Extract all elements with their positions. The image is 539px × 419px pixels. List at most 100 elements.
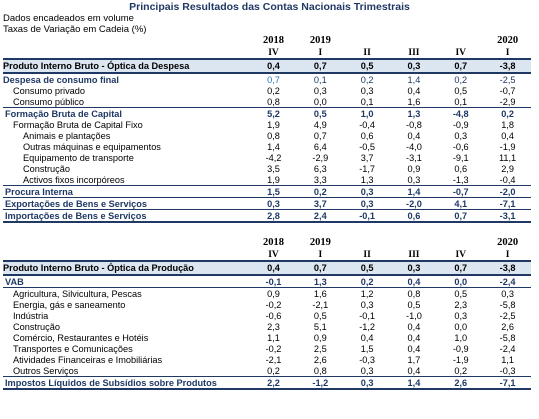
row-value: 2,3 bbox=[454, 299, 468, 310]
row-value: 1,5 bbox=[250, 185, 297, 198]
table-row: Impostos Líquidos de Subsídios sobre Pro… bbox=[3, 376, 531, 390]
row-label: Consumo público bbox=[3, 96, 251, 108]
row-value: 4,1 bbox=[437, 197, 485, 210]
row-value: 0,2 bbox=[267, 85, 280, 96]
row-value: 0,3 bbox=[454, 310, 468, 321]
row-value: -2,9 bbox=[312, 152, 329, 163]
row-value: 0,3 bbox=[360, 85, 374, 96]
row-value: 0,3 bbox=[313, 85, 327, 96]
row-value: 0,4 bbox=[407, 321, 421, 332]
row-value: 0,3 bbox=[501, 288, 514, 299]
row-value: -2,4 bbox=[484, 275, 531, 288]
row-value: 3,7 bbox=[296, 197, 344, 210]
quarter-label: I bbox=[296, 249, 344, 262]
row-value: 0,6 bbox=[454, 163, 468, 174]
row-value: -0,3 bbox=[484, 365, 531, 377]
row-value: 1,3 bbox=[296, 275, 344, 288]
row-value: 3,3 bbox=[296, 174, 344, 186]
row-value: 1,6 bbox=[313, 288, 327, 299]
row-value: 2,6 bbox=[437, 376, 485, 390]
row-value: 0,1 bbox=[437, 96, 485, 108]
subtitle-volume: Dados encadeados em volume bbox=[3, 13, 134, 24]
year-2020: 2020 bbox=[497, 35, 519, 46]
row-value: -9,1 bbox=[452, 152, 469, 163]
row-value: -2,5 bbox=[499, 310, 516, 321]
row-label: Construção bbox=[13, 321, 60, 332]
row-value: -3,1 bbox=[484, 209, 531, 223]
quarter-label: I bbox=[484, 249, 531, 262]
table-row: Equipamento de transporte -4,2 -2,9 3,7 -3,1… bbox=[3, 152, 531, 163]
row-value: 0,3 bbox=[390, 174, 438, 186]
row-value: 0,2 bbox=[296, 185, 344, 198]
table-row: Exportações de Bens e Serviços 0,3 3,7 0,3-… bbox=[3, 197, 531, 210]
row-value: -1,7 bbox=[359, 163, 376, 174]
row-value: 0,2 bbox=[437, 365, 485, 377]
row-value: -7,1 bbox=[484, 197, 531, 210]
row-label: Produto Interno Bruto - Óptica da Produç… bbox=[3, 261, 251, 276]
row-value: 4,9 bbox=[313, 119, 327, 130]
row-value: 0,8 bbox=[407, 288, 421, 299]
row-value: 0,3 bbox=[454, 130, 468, 141]
row-value: -1,9 bbox=[452, 354, 469, 365]
row-value: 0,3 bbox=[343, 197, 391, 210]
row-value: 1,5 bbox=[360, 343, 374, 354]
quarter-label: IV bbox=[250, 47, 297, 60]
report-title: Principais Resultados das Contas Naciona… bbox=[129, 1, 410, 13]
row-value: -2,4 bbox=[499, 343, 516, 354]
quarter-header-row: IV I II III IV I bbox=[3, 47, 531, 60]
table-row: Comércio, Restaurantes e Hotéis 1,1 0,9 0,4… bbox=[3, 332, 531, 343]
row-value: 0,6 bbox=[360, 130, 374, 141]
table-row: Procura Interna 1,5 0,2 0,3 1,4 -0,7 -2,0 bbox=[3, 185, 531, 198]
row-value: 0,4 bbox=[390, 365, 438, 377]
row-value: 0,2 bbox=[437, 72, 485, 85]
row-value: 0,3 bbox=[390, 59, 438, 74]
row-value: 0,4 bbox=[407, 130, 421, 141]
table-row: Agricultura, Silvicultura, Pescas 0,9 1,6 1… bbox=[3, 288, 531, 300]
row-value: 6,4 bbox=[313, 141, 327, 152]
table-row: Transportes e Comunicações -0,2 2,5 1,5 0,4 -… bbox=[3, 343, 531, 354]
table-row: Outras máquinas e equipamentos 1,4 6,4 -0,5… bbox=[3, 141, 531, 152]
table-row: Construção 2,3 5,1 -1,2 0,4 0,0 2,6 bbox=[3, 321, 531, 332]
row-value: -1,9 bbox=[499, 141, 516, 152]
row-value: 5,2 bbox=[267, 108, 280, 119]
row-value: 0,4 bbox=[250, 59, 297, 74]
row-value: -0,6 bbox=[452, 141, 469, 152]
row-value: -1,2 bbox=[359, 321, 376, 332]
row-value: 6,3 bbox=[313, 163, 327, 174]
table-row: Energia, gás e saneamento -0,2 -2,1 0,3 0,5 2… bbox=[3, 299, 531, 310]
row-value: 0,7 bbox=[437, 261, 485, 276]
table-row: Formação Bruta de Capital 5,2 0,5 1,0 1,3 -4,… bbox=[3, 108, 531, 120]
row-label: Outros Serviços bbox=[3, 365, 251, 377]
row-label: Formação Bruta de Capital Fixo bbox=[13, 119, 143, 130]
row-value: 0,1 bbox=[343, 96, 391, 108]
quarter-label: III bbox=[390, 47, 438, 60]
row-value: 0,3 bbox=[250, 197, 297, 210]
row-value: 2,2 bbox=[250, 376, 297, 390]
year-2018: 2018 bbox=[263, 237, 284, 248]
row-value: 0,7 bbox=[437, 59, 485, 74]
row-label: Produto Interno Bruto - Óptica da Despes… bbox=[3, 59, 251, 74]
row-value: 1,2 bbox=[360, 288, 374, 299]
row-label: Agricultura, Silvicultura, Pescas bbox=[13, 288, 142, 299]
row-label: Outras máquinas e equipamentos bbox=[23, 141, 161, 152]
row-label: Comércio, Restaurantes e Hotéis bbox=[13, 332, 149, 343]
row-label: Formação Bruta de Capital bbox=[5, 108, 122, 119]
row-label: VAB bbox=[3, 275, 251, 288]
row-value: 0,4 bbox=[390, 275, 438, 288]
row-label: Activos fixos incorpóreos bbox=[3, 174, 251, 186]
row-value: -0,8 bbox=[406, 119, 422, 130]
table-row: Indústria -0,6 0,5 -0,1 -1,0 0,3 -2,5 bbox=[3, 310, 531, 321]
row-value: 0,4 bbox=[501, 130, 514, 141]
row-value: 0,6 bbox=[390, 209, 438, 223]
row-value: -2,9 bbox=[484, 96, 531, 108]
row-value: 1,4 bbox=[390, 185, 438, 198]
row-value: -3,1 bbox=[406, 152, 422, 163]
quarter-label: I bbox=[484, 47, 531, 60]
quarter-label: IV bbox=[437, 249, 485, 262]
row-value: 0,8 bbox=[296, 365, 344, 377]
table-row: Consumo público 0,8 0,0 0,1 1,6 0,1 -2,9 bbox=[3, 96, 531, 108]
row-value: 0,5 bbox=[343, 59, 391, 74]
quarter-header-row: IV I II III IV I bbox=[3, 249, 531, 262]
table-row: Animais e plantações 0,8 0,7 0,6 0,4 0,3 0,4 bbox=[3, 130, 531, 141]
row-value: 1,1 bbox=[267, 332, 280, 343]
